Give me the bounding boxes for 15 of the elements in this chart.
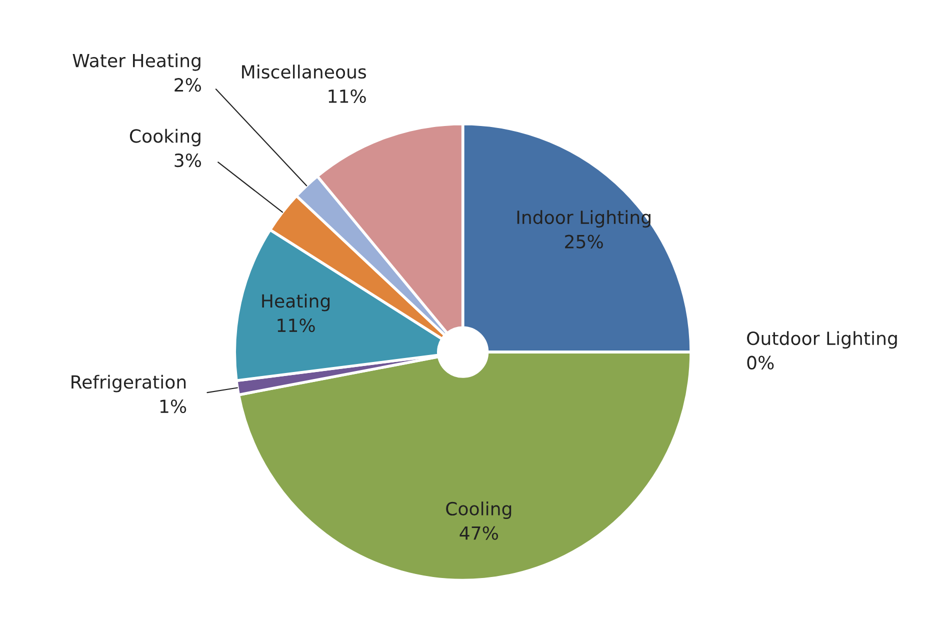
slice-label: Heating xyxy=(262,294,330,312)
category-label: Outdoor Lighting xyxy=(747,331,897,349)
data-label: 3% xyxy=(174,154,201,168)
data-label: 2% xyxy=(174,78,201,92)
text: 0% xyxy=(747,356,774,370)
data-label: 47% xyxy=(460,526,498,540)
data-label: 25% xyxy=(565,234,603,248)
slice-label: Cooling xyxy=(446,502,512,520)
slice-label: Cooking xyxy=(130,128,200,146)
slice-label: Water Heating xyxy=(72,53,200,71)
slice-label: Refrigeration xyxy=(72,374,186,392)
data-label: 1% xyxy=(160,399,186,414)
data-label: 11% xyxy=(278,318,315,332)
data-label: 11% xyxy=(328,89,366,103)
slice-label: Miscellaneous xyxy=(242,64,366,79)
